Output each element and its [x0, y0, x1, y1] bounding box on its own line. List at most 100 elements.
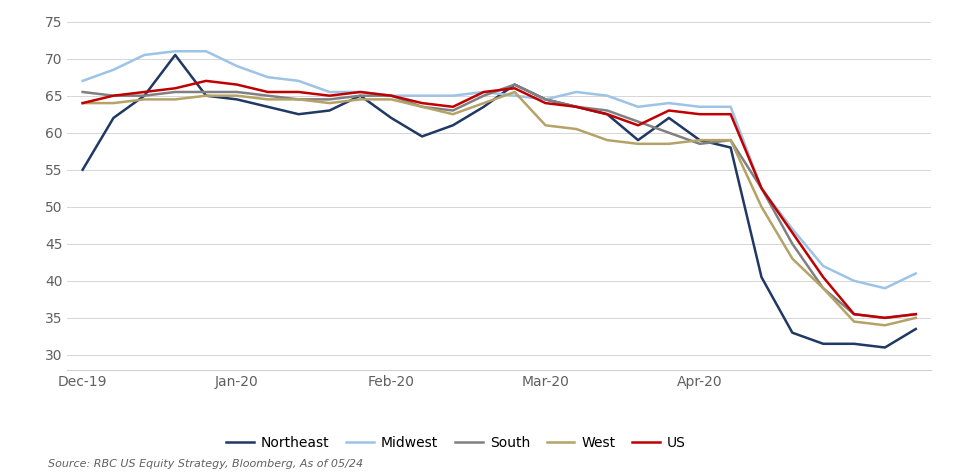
Northeast: [509, 82, 520, 87]
South: [570, 104, 582, 109]
Midwest: [725, 104, 736, 109]
Midwest: [201, 48, 212, 54]
US: [540, 100, 551, 106]
Northeast: [324, 108, 335, 113]
South: [231, 89, 243, 95]
Northeast: [417, 134, 428, 139]
Northeast: [694, 137, 706, 143]
West: [324, 100, 335, 106]
South: [633, 119, 644, 125]
South: [417, 104, 428, 109]
South: [509, 82, 520, 87]
Midwest: [786, 226, 798, 232]
West: [540, 122, 551, 128]
Northeast: [169, 52, 180, 58]
US: [324, 93, 335, 99]
Northeast: [262, 104, 274, 109]
Midwest: [601, 93, 612, 99]
West: [817, 285, 828, 291]
US: [663, 108, 675, 113]
Northeast: [138, 93, 150, 99]
Midwest: [879, 285, 891, 291]
Northeast: [108, 115, 119, 121]
South: [354, 93, 366, 99]
Midwest: [633, 104, 644, 109]
US: [77, 100, 88, 106]
Midwest: [354, 89, 366, 95]
US: [849, 311, 860, 317]
Northeast: [77, 167, 88, 173]
Northeast: [725, 145, 736, 150]
Line: Midwest: Midwest: [83, 51, 916, 288]
South: [201, 89, 212, 95]
Northeast: [478, 104, 490, 109]
Midwest: [417, 93, 428, 99]
West: [108, 100, 119, 106]
Northeast: [385, 115, 396, 121]
Northeast: [231, 97, 243, 102]
South: [756, 185, 767, 191]
West: [694, 137, 706, 143]
Midwest: [77, 78, 88, 84]
US: [509, 85, 520, 91]
Northeast: [663, 115, 675, 121]
US: [108, 93, 119, 99]
Midwest: [694, 104, 706, 109]
Line: US: US: [83, 81, 916, 318]
West: [570, 126, 582, 132]
West: [509, 89, 520, 95]
Northeast: [601, 111, 612, 117]
Midwest: [169, 48, 180, 54]
Northeast: [849, 341, 860, 346]
Midwest: [570, 89, 582, 95]
Northeast: [447, 122, 459, 128]
US: [262, 89, 274, 95]
Midwest: [509, 93, 520, 99]
South: [817, 285, 828, 291]
Midwest: [849, 278, 860, 283]
US: [570, 104, 582, 109]
West: [231, 93, 243, 99]
South: [262, 93, 274, 99]
Northeast: [879, 345, 891, 350]
Northeast: [540, 97, 551, 102]
South: [108, 93, 119, 99]
Midwest: [910, 271, 922, 276]
Northeast: [910, 326, 922, 332]
South: [879, 315, 891, 321]
West: [849, 319, 860, 324]
Midwest: [447, 93, 459, 99]
US: [354, 89, 366, 95]
US: [694, 111, 706, 117]
US: [786, 230, 798, 236]
Midwest: [108, 67, 119, 73]
Line: West: West: [83, 92, 916, 325]
West: [601, 137, 612, 143]
West: [910, 315, 922, 321]
US: [633, 122, 644, 128]
US: [817, 274, 828, 280]
West: [478, 100, 490, 106]
US: [293, 89, 304, 95]
South: [540, 97, 551, 102]
Northeast: [817, 341, 828, 346]
West: [169, 97, 180, 102]
South: [385, 93, 396, 99]
US: [879, 315, 891, 321]
US: [447, 104, 459, 109]
US: [725, 111, 736, 117]
South: [725, 137, 736, 143]
West: [262, 97, 274, 102]
South: [694, 141, 706, 146]
West: [77, 100, 88, 106]
US: [201, 78, 212, 84]
Midwest: [478, 89, 490, 95]
Midwest: [293, 78, 304, 84]
Northeast: [570, 104, 582, 109]
South: [138, 93, 150, 99]
US: [601, 111, 612, 117]
Northeast: [201, 93, 212, 99]
US: [910, 311, 922, 317]
Midwest: [540, 97, 551, 102]
US: [478, 89, 490, 95]
